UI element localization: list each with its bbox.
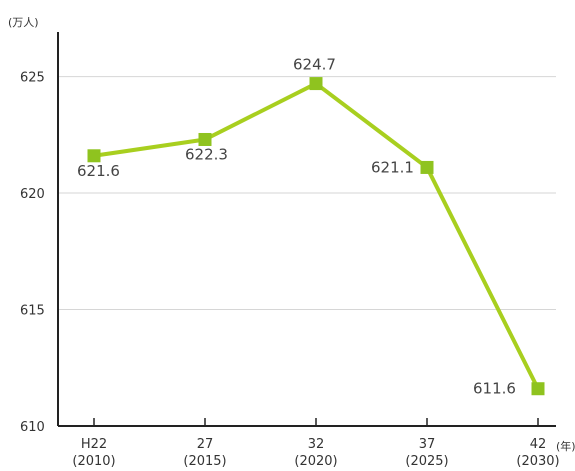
- data-point-marker: [198, 132, 212, 146]
- x-tick-label-year: (2025): [405, 454, 448, 469]
- x-tick-label-year: (2030): [516, 454, 559, 469]
- data-label: 621.1: [371, 158, 414, 176]
- x-tick-label-year: (2020): [294, 454, 337, 469]
- y-axis-unit: (万人): [8, 16, 39, 29]
- data-label: 622.3: [185, 145, 228, 163]
- data-labels: 621.6 622.3 624.7 621.1 611.6: [77, 56, 516, 398]
- y-tick-label: 615: [20, 304, 45, 319]
- x-tick-label-era: 42: [530, 437, 547, 452]
- x-tick-label-era: 32: [308, 437, 325, 452]
- data-point-marker: [309, 77, 323, 91]
- y-axis-ticks: 610 615 620 625: [20, 71, 45, 435]
- gridlines: [58, 76, 556, 311]
- data-label: 611.6: [473, 380, 516, 398]
- x-tick-label-era: H22: [81, 437, 107, 452]
- y-tick-label: 610: [20, 420, 45, 435]
- x-tick-label-year: (2015): [183, 454, 226, 469]
- data-label: 624.7: [293, 56, 336, 74]
- y-tick-label: 620: [20, 187, 45, 202]
- data-label: 621.6: [77, 162, 120, 180]
- x-tick-label-era: 37: [419, 437, 436, 452]
- x-tick-label-era: 27: [197, 437, 214, 452]
- series-line: [93, 81, 540, 390]
- series-population: [87, 77, 545, 396]
- data-point-marker: [420, 160, 434, 174]
- data-point-marker: [531, 382, 545, 396]
- x-tick-label-year: (2010): [72, 454, 115, 469]
- x-axis-unit: (年): [556, 439, 575, 453]
- y-tick-label: 625: [20, 71, 45, 86]
- data-point-marker: [87, 149, 101, 163]
- x-axis-ticks: H22 (2010) 27 (2015) 32 (2020) 37 (2025) 42 (2030…: [72, 418, 560, 469]
